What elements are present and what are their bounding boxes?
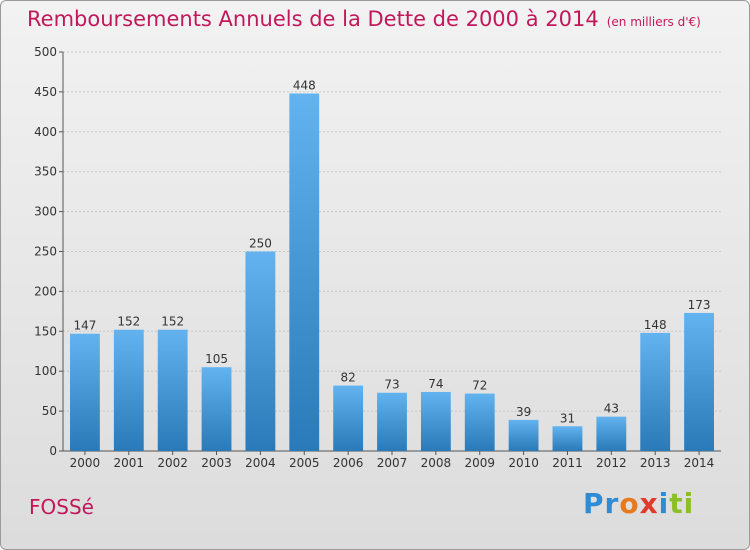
y-tick-label: 150 (34, 324, 57, 338)
x-tick-label: 2014 (684, 456, 715, 470)
y-tick-label: 0 (49, 444, 57, 458)
y-tick-label: 200 (34, 284, 57, 298)
bar (70, 333, 100, 451)
y-tick-label: 450 (34, 85, 57, 99)
bar (684, 312, 714, 451)
bar (333, 385, 364, 451)
y-tick-label: 300 (34, 205, 57, 219)
bar (245, 251, 276, 451)
bar (464, 393, 495, 451)
x-tick-label: 2003 (201, 456, 232, 470)
data-label: 250 (249, 237, 272, 251)
x-tick-label: 2012 (596, 456, 627, 470)
data-label: 39 (516, 405, 531, 419)
x-tick-label: 2008 (421, 456, 452, 470)
x-tick-label: 2013 (640, 456, 671, 470)
data-label: 73 (384, 378, 399, 392)
data-label: 147 (73, 319, 96, 333)
y-tick-label: 50 (42, 404, 57, 418)
data-label: 448 (293, 78, 316, 92)
x-tick-label: 2010 (508, 456, 539, 470)
data-label: 152 (117, 315, 140, 329)
data-label: 152 (161, 315, 184, 329)
x-tick-label: 2000 (70, 456, 101, 470)
x-tick-label: 2001 (114, 456, 145, 470)
bar (640, 332, 671, 451)
x-tick-label: 2006 (333, 456, 364, 470)
x-tick-label: 2004 (245, 456, 276, 470)
chart-title-text: Remboursements Annuels de la Dette de 20… (27, 7, 599, 31)
commune-name: FOSSé (29, 495, 94, 519)
proxiti-logo: Proxiti (583, 487, 695, 520)
y-tick-label: 400 (34, 125, 57, 139)
data-labels: 147 152 152 105 250 448 82 73 74 72 39 31 43 148 173 (73, 78, 710, 425)
bar (420, 391, 451, 451)
data-label: 148 (644, 318, 667, 332)
chart-title: Remboursements Annuels de la Dette de 20… (27, 7, 701, 31)
data-label: 31 (560, 411, 575, 425)
x-tick-label: 2007 (377, 456, 408, 470)
data-label: 173 (688, 298, 711, 312)
chart-subtitle: (en milliers d'€) (606, 15, 701, 29)
y-tick-label: 250 (34, 245, 57, 259)
y-tick-label: 500 (34, 45, 57, 59)
bar (201, 367, 232, 451)
bar (289, 93, 320, 451)
bar (508, 419, 539, 451)
bars (70, 93, 714, 451)
bar (377, 392, 407, 451)
data-label: 105 (205, 352, 228, 366)
bar (552, 426, 583, 451)
x-tick-label: 2002 (157, 456, 188, 470)
bar (157, 329, 188, 451)
data-label: 82 (340, 371, 355, 385)
bar (596, 416, 627, 451)
bar (113, 329, 144, 451)
axes: 0 50 100 150 200 250 300 350 400 450 500 2000 2001 20… (34, 45, 721, 470)
data-label: 74 (428, 377, 443, 391)
data-label: 72 (472, 379, 487, 393)
x-tick-label: 2005 (289, 456, 320, 470)
y-tick-label: 100 (34, 364, 57, 378)
data-label: 43 (604, 402, 619, 416)
x-tick-label: 2011 (552, 456, 583, 470)
y-tick-label: 350 (34, 165, 57, 179)
x-tick-label: 2009 (464, 456, 495, 470)
